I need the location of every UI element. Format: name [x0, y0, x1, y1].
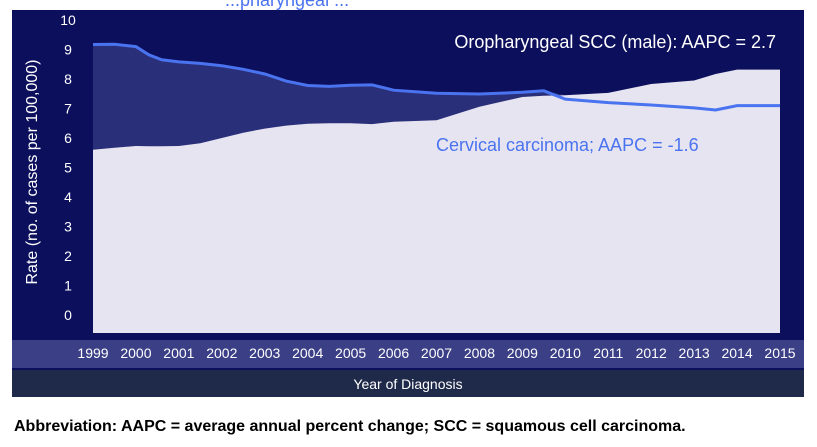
y-axis-title: Rate (no. of cases per 100,000) [24, 59, 41, 284]
y-tick-label: 7 [64, 101, 72, 117]
x-tick-label: 1999 [77, 345, 108, 361]
oropharyngeal-area [93, 69, 780, 333]
title-fragment: ...pharyngeal ... [225, 0, 349, 10]
x-tick-label: 2009 [507, 345, 538, 361]
footnote: Abbreviation: AAPC = average annual perc… [14, 418, 686, 435]
x-tick-label: 2003 [249, 345, 280, 361]
y-tick-label: 1 [64, 278, 72, 294]
x-tick-label: 2006 [378, 345, 409, 361]
y-tick-label: 0 [64, 307, 72, 323]
y-tick-label: 2 [64, 248, 72, 264]
x-tick-label: 2004 [292, 345, 323, 361]
x-tick-label: 2005 [335, 345, 366, 361]
x-axis-title-band: Year of Diagnosis [12, 370, 804, 397]
x-axis-band [12, 340, 804, 368]
x-axis-title: Year of Diagnosis [353, 375, 463, 392]
y-tick-label: 9 [64, 42, 72, 58]
y-tick-label: 6 [64, 130, 72, 146]
x-tick-label: 2011 [593, 345, 623, 361]
cervical-annotation: Cervical carcinoma; AAPC = -1.6 [436, 135, 699, 155]
x-tick-label: 2015 [764, 345, 795, 361]
x-tick-label: 2002 [206, 345, 237, 361]
y-tick-label: 8 [64, 71, 72, 87]
x-tick-label: 2014 [721, 345, 752, 361]
x-tick-label: 2012 [636, 345, 667, 361]
x-tick-label: 2013 [679, 345, 710, 361]
x-tick-label: 2010 [550, 345, 581, 361]
y-tick-label: 5 [64, 160, 72, 176]
cervical-line [92, 42, 780, 112]
oropharyngeal-annotation: Oropharyngeal SCC (male): AAPC = 2.7 [454, 32, 776, 52]
y-tick-label: 3 [64, 219, 72, 235]
x-tick-label: 2008 [464, 345, 495, 361]
y-tick-label: 4 [64, 189, 72, 205]
x-tick-label: 2001 [163, 345, 194, 361]
x-tick-label: 2000 [120, 345, 151, 361]
x-tick-label: 2007 [421, 345, 452, 361]
y-tick-label: 10 [60, 12, 76, 28]
